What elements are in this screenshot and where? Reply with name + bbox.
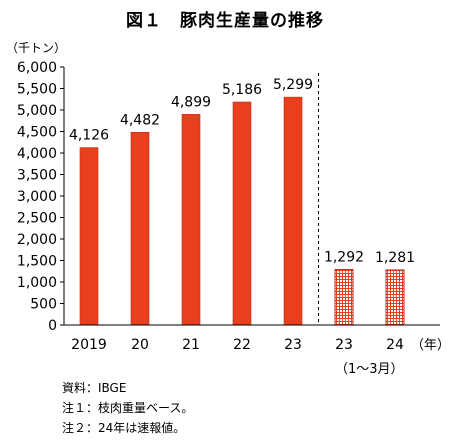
x-tick-label: 23 bbox=[335, 337, 353, 353]
bar-annual bbox=[79, 147, 99, 326]
y-tick-label: 1,000 bbox=[17, 275, 57, 291]
source-note: 資料：IBGE bbox=[62, 381, 127, 395]
y-tick-label: 3,500 bbox=[17, 168, 57, 184]
x-tick-label: 24 bbox=[386, 337, 404, 353]
bar-annual bbox=[130, 131, 150, 326]
chart-title: 図１ 豚肉生産量の推移 bbox=[126, 11, 324, 31]
bar-annual bbox=[283, 96, 303, 326]
y-tick-label: 5,500 bbox=[17, 82, 57, 98]
data-label: 1,281 bbox=[375, 250, 415, 266]
y-tick-label: 3,000 bbox=[17, 189, 57, 205]
note-2: 注２：24年は速報値。 bbox=[62, 421, 186, 435]
quarter-period-label: （1～3月） bbox=[335, 362, 404, 377]
data-label: 4,899 bbox=[171, 94, 211, 110]
data-label: 4,482 bbox=[120, 112, 160, 128]
x-tick-label: 2019 bbox=[71, 337, 107, 353]
y-axis: 0 500 1,000 1,500 2,000 2,500 3,000 3,500 4,000 4… bbox=[17, 60, 65, 334]
x-tick-label: 21 bbox=[182, 337, 200, 353]
y-tick-label: 4,500 bbox=[17, 125, 57, 141]
y-tick-label: 500 bbox=[30, 297, 57, 313]
x-tick-label: 22 bbox=[233, 337, 251, 353]
bar-annual bbox=[181, 114, 201, 326]
y-tick-label: 2,000 bbox=[17, 232, 57, 248]
bar-quarterly bbox=[334, 268, 354, 326]
notes: 資料：IBGE 注１：枝肉重量ベース。 注２：24年は速報値。 bbox=[62, 378, 193, 438]
x-axis-unit-label: （年） bbox=[411, 338, 450, 353]
data-label: 4,126 bbox=[69, 128, 109, 144]
y-tick-label: 5,000 bbox=[17, 103, 57, 119]
bar-annual bbox=[232, 101, 252, 326]
y-tick-label: 2,500 bbox=[17, 211, 57, 227]
y-tick-label: 1,500 bbox=[17, 254, 57, 270]
note-1: 注１：枝肉重量ベース。 bbox=[62, 401, 194, 415]
y-tick-label: 0 bbox=[48, 318, 57, 334]
x-axis: 2019 20 21 22 23 23 24 bbox=[64, 324, 440, 353]
data-label: 5,186 bbox=[222, 82, 262, 98]
y-axis-unit-label: （千トン） bbox=[6, 41, 67, 55]
data-label: 5,299 bbox=[273, 77, 313, 93]
y-tick-label: 4,000 bbox=[17, 146, 57, 162]
bar-quarterly bbox=[385, 269, 405, 326]
x-tick-label: 20 bbox=[131, 337, 149, 353]
y-tick-label: 6,000 bbox=[17, 60, 57, 76]
bars: 4,126 4,482 4,899 5,186 5,299 1,292 1,281 bbox=[69, 73, 415, 326]
data-label: 1,292 bbox=[324, 249, 364, 265]
x-tick-label: 23 bbox=[284, 337, 302, 353]
